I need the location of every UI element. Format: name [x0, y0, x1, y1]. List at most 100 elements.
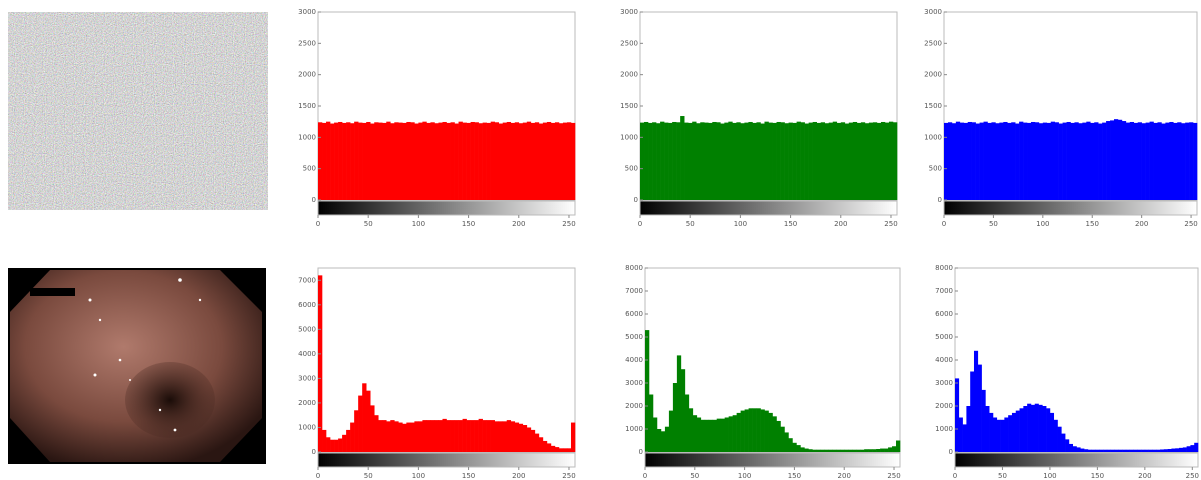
histogram-bar	[841, 122, 845, 200]
histogram-bar	[792, 443, 796, 452]
y-tick-label: 2000	[924, 71, 942, 79]
histogram-bar	[744, 123, 748, 200]
histogram-bar	[1092, 450, 1096, 452]
noise-image	[8, 12, 268, 210]
x-tick-label: 250	[1184, 220, 1197, 228]
histogram-bar	[989, 413, 993, 452]
histogram-bar	[701, 420, 705, 452]
histogram-bar	[330, 124, 334, 200]
histogram-bar	[873, 122, 877, 200]
histogram-bar	[1007, 123, 1011, 200]
histogram-bar	[495, 122, 499, 200]
y-tick-label: 0	[938, 196, 942, 204]
histogram-bar	[1020, 408, 1024, 452]
histogram-bar	[358, 396, 362, 452]
histogram-bar	[330, 440, 334, 452]
histogram-bar	[728, 122, 732, 200]
histogram-bar	[1161, 124, 1165, 200]
histogram-bar	[346, 430, 350, 452]
histogram-bar	[982, 390, 986, 452]
histogram-bar	[398, 123, 402, 200]
y-tick-label: 6000	[935, 310, 953, 318]
histogram-bar	[571, 423, 575, 452]
histogram-bar	[864, 449, 868, 452]
y-tick-label: 0	[312, 448, 316, 456]
histogram-bar	[1190, 445, 1194, 452]
histogram-bar	[1179, 448, 1183, 452]
histogram-bar	[1098, 124, 1102, 200]
histogram-bar	[426, 123, 430, 200]
histogram-bar	[676, 122, 680, 200]
histogram-bar	[479, 123, 483, 200]
histogram-bar	[700, 122, 704, 200]
histogram-bar	[880, 449, 884, 452]
histogram-bar	[1194, 443, 1198, 452]
histogram-bar	[1193, 123, 1197, 200]
histogram-bar	[1173, 123, 1177, 200]
histogram-bar	[680, 116, 684, 200]
histogram-bar	[784, 432, 788, 452]
x-tick-label: 50	[364, 472, 373, 480]
histogram-bar	[1114, 450, 1118, 452]
histogram-bar	[673, 383, 677, 452]
histogram-bar	[948, 122, 952, 200]
histogram-bar	[1077, 447, 1081, 452]
histogram-bar	[1069, 444, 1073, 452]
histogram-bar	[563, 123, 567, 200]
histogram-bar	[430, 122, 434, 200]
histogram-bar	[780, 427, 784, 452]
histogram-bar	[1027, 123, 1031, 200]
histogram-bar	[769, 123, 773, 200]
histogram-bar	[1152, 450, 1156, 452]
histogram-bar	[1039, 405, 1043, 452]
x-tick-label: 150	[462, 472, 475, 480]
histogram-bar	[475, 420, 479, 452]
histogram-bar	[543, 123, 547, 200]
histogram-bar	[551, 446, 555, 452]
histogram-bar	[652, 122, 656, 200]
histogram-bar	[881, 122, 885, 200]
histogram-bar	[987, 123, 991, 200]
histogram-bar	[1138, 122, 1142, 200]
x-tick-label: 250	[562, 472, 575, 480]
y-tick-label: 6000	[625, 310, 643, 318]
histogram-bar	[756, 122, 760, 200]
histogram-bar	[892, 446, 896, 452]
histogram-bar	[956, 122, 960, 200]
histogram-bar	[519, 424, 523, 452]
histogram-bar	[511, 421, 515, 452]
histogram-bar	[374, 415, 378, 452]
histogram-bar	[386, 421, 390, 452]
histogram-bar	[571, 123, 575, 200]
histogram-bar	[1141, 450, 1145, 452]
histogram-bar	[539, 124, 543, 200]
histogram-bar	[721, 419, 725, 452]
histogram-bar	[334, 123, 338, 200]
histogram-bar	[507, 420, 511, 452]
histogram-bar	[776, 421, 780, 452]
histogram-bar	[681, 369, 685, 452]
histogram-bar	[519, 123, 523, 200]
y-tick-label: 8000	[625, 264, 643, 272]
histogram-bar	[733, 415, 737, 452]
histogram-bar	[1145, 450, 1149, 452]
y-tick-label: 2500	[924, 39, 942, 47]
histogram-bar	[491, 420, 495, 452]
histogram-bar	[451, 420, 455, 452]
histogram-bar	[1126, 123, 1130, 200]
histogram-bar	[1019, 122, 1023, 200]
histogram-bar	[980, 123, 984, 200]
histogram-bar	[406, 122, 410, 200]
histogram-bar	[354, 410, 358, 452]
histogram-bar	[745, 409, 749, 452]
histogram-bar	[984, 122, 988, 200]
histogram-bar	[649, 395, 653, 453]
histogram-bar	[523, 123, 527, 200]
histogram-bar	[952, 123, 956, 200]
histogram-bar	[1035, 404, 1039, 452]
histogram-bar	[1149, 450, 1153, 452]
histogram-bar	[966, 406, 970, 452]
histogram-bar	[832, 450, 836, 452]
